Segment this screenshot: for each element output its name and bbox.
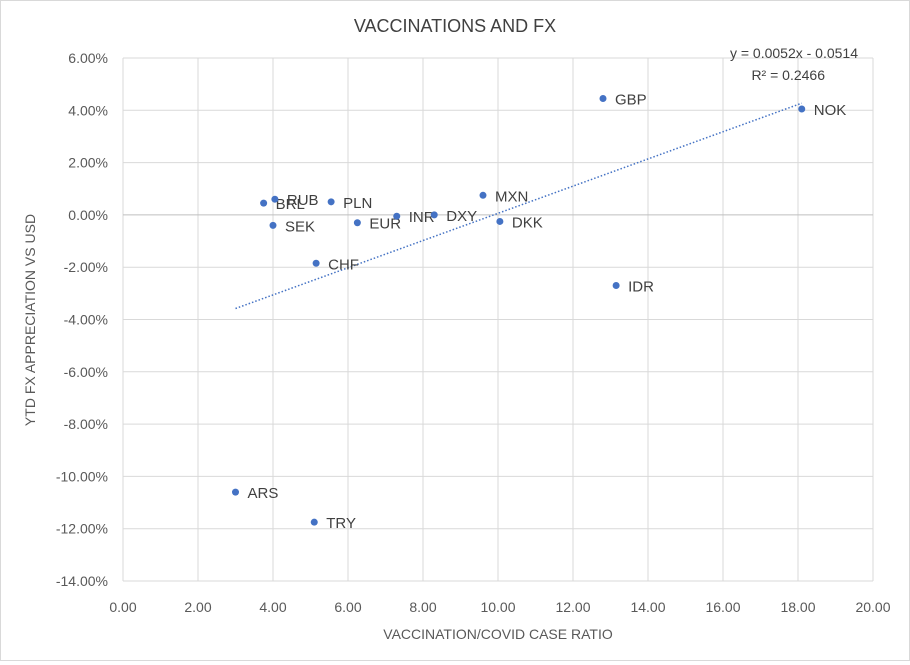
data-label-rub: RUB [287,192,319,209]
data-point-chf [312,259,320,267]
x-tick-label: 18.00 [780,599,815,615]
chart-title: VACCINATIONS AND FX [354,16,556,36]
x-tick-label: 14.00 [630,599,665,615]
data-point-dxy [430,211,438,219]
x-tick-label: 8.00 [409,599,436,615]
data-label-dxy: DXY [446,208,477,225]
data-point-dkk [496,217,504,225]
x-tick-label: 20.00 [855,599,890,615]
data-label-try: TRY [326,515,356,532]
y-tick-label: -10.00% [56,468,108,484]
data-label-inr: INR [409,209,435,226]
data-label-nok: NOK [814,102,847,119]
data-point-eur [353,219,361,227]
x-tick-label: 16.00 [705,599,740,615]
trendline-equation: y = 0.0052x - 0.0514 [730,45,858,61]
y-tick-label: -6.00% [64,364,108,380]
y-axis-title: YTD FX APPRECIATION VS USD [22,214,38,426]
y-tick-label: 4.00% [68,102,108,118]
y-tick-label: -8.00% [64,416,108,432]
data-point-ars [232,488,239,496]
x-axis-title: VACCINATION/COVID CASE RATIO [383,626,613,642]
data-point-try [310,518,318,526]
x-tick-label: 4.00 [259,599,286,615]
data-label-idr: IDR [628,279,654,296]
data-label-pln: PLN [343,195,372,212]
data-point-pln [327,198,335,206]
x-tick-label: 12.00 [555,599,590,615]
x-tick-label: 0.00 [109,599,136,615]
y-tick-label: -14.00% [56,573,108,589]
trendline [235,102,803,310]
data-label-gbp: GBP [615,92,647,109]
gridlines [122,57,874,582]
trendline-r-squared: R² = 0.2466 [751,67,825,83]
x-tick-label: 2.00 [184,599,211,615]
x-tick-label: 6.00 [334,599,361,615]
data-point-mxn [479,191,487,199]
data-label-mxn: MXN [495,188,528,205]
x-tick-label: 10.00 [480,599,515,615]
data-point-nok [798,105,806,113]
y-tick-label: 0.00% [68,207,108,223]
data-point-brl [260,199,268,207]
data-point-inr [393,212,401,220]
data-point-sek [269,221,277,229]
data-label-chf: CHF [328,256,359,273]
y-tick-label: -12.00% [56,521,108,537]
y-tick-label: 2.00% [68,155,108,171]
data-point-idr [612,282,620,290]
y-tick-label: 6.00% [68,50,108,66]
data-label-sek: SEK [285,218,315,235]
trendline-group [235,102,803,310]
data-point-gbp [599,95,607,103]
data-label-ars: ARS [248,485,279,502]
tick-labels: 0.00 2.00 4.00 6.00 8.00 10.00 12.00 14.00 16.00… [56,50,891,615]
y-tick-label: -4.00% [64,312,108,328]
data-point-rub [271,195,279,203]
data-label-brl: BRL [276,196,305,213]
data-label-eur: EUR [369,216,401,233]
data-label-dkk: DKK [512,214,543,231]
y-tick-label: -2.00% [64,259,108,275]
